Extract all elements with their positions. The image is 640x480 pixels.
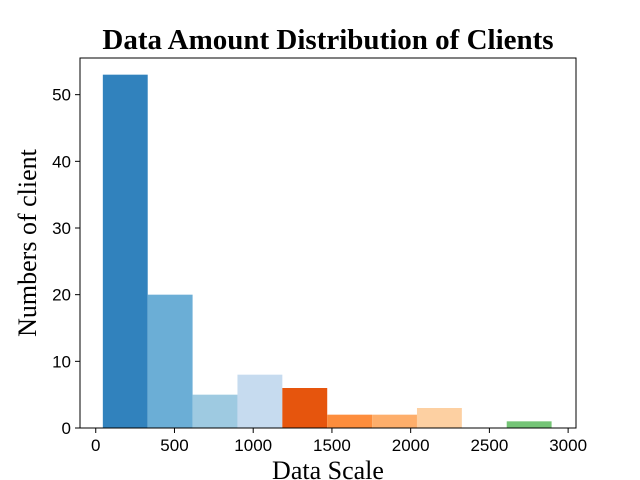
histogram-bar-4 — [282, 388, 328, 428]
y-tick-label-5: 50 — [52, 86, 71, 105]
histogram-bar-1 — [147, 294, 193, 428]
y-axis-label: Numbers of client — [13, 148, 42, 337]
histogram-bar-9 — [506, 421, 552, 428]
y-axis-ticks: 0 10 20 30 40 50 — [52, 86, 80, 438]
y-tick-label-1: 10 — [52, 352, 71, 371]
x-axis-label: Data Scale — [272, 456, 384, 480]
plot-frame — [79, 57, 577, 429]
bars-group — [102, 74, 552, 429]
y-tick-label-0: 0 — [62, 419, 71, 438]
histogram-bar-3 — [237, 374, 283, 428]
x-tick-label-3: 1500 — [313, 436, 351, 455]
histogram-bar-6 — [372, 414, 417, 428]
x-tick-label-5: 2500 — [470, 436, 508, 455]
x-axis-ticks: 0 500 1000 1500 2000 2500 3000 — [91, 428, 587, 455]
x-tick-label-4: 2000 — [392, 436, 430, 455]
x-tick-label-2: 1000 — [234, 436, 272, 455]
y-tick-label-2: 20 — [52, 286, 71, 305]
histogram-bar-7 — [416, 408, 462, 428]
x-tick-label-6: 3000 — [549, 436, 587, 455]
x-tick-label-1: 500 — [160, 436, 188, 455]
histogram-bar-2 — [192, 394, 238, 428]
y-tick-label-3: 30 — [52, 219, 71, 238]
chart-title: Data Amount Distribution of Clients — [102, 24, 553, 56]
y-tick-label-4: 40 — [52, 152, 71, 171]
histogram-bar-5 — [327, 414, 373, 428]
histogram-bar-0 — [102, 74, 148, 429]
x-tick-label-0: 0 — [91, 436, 100, 455]
